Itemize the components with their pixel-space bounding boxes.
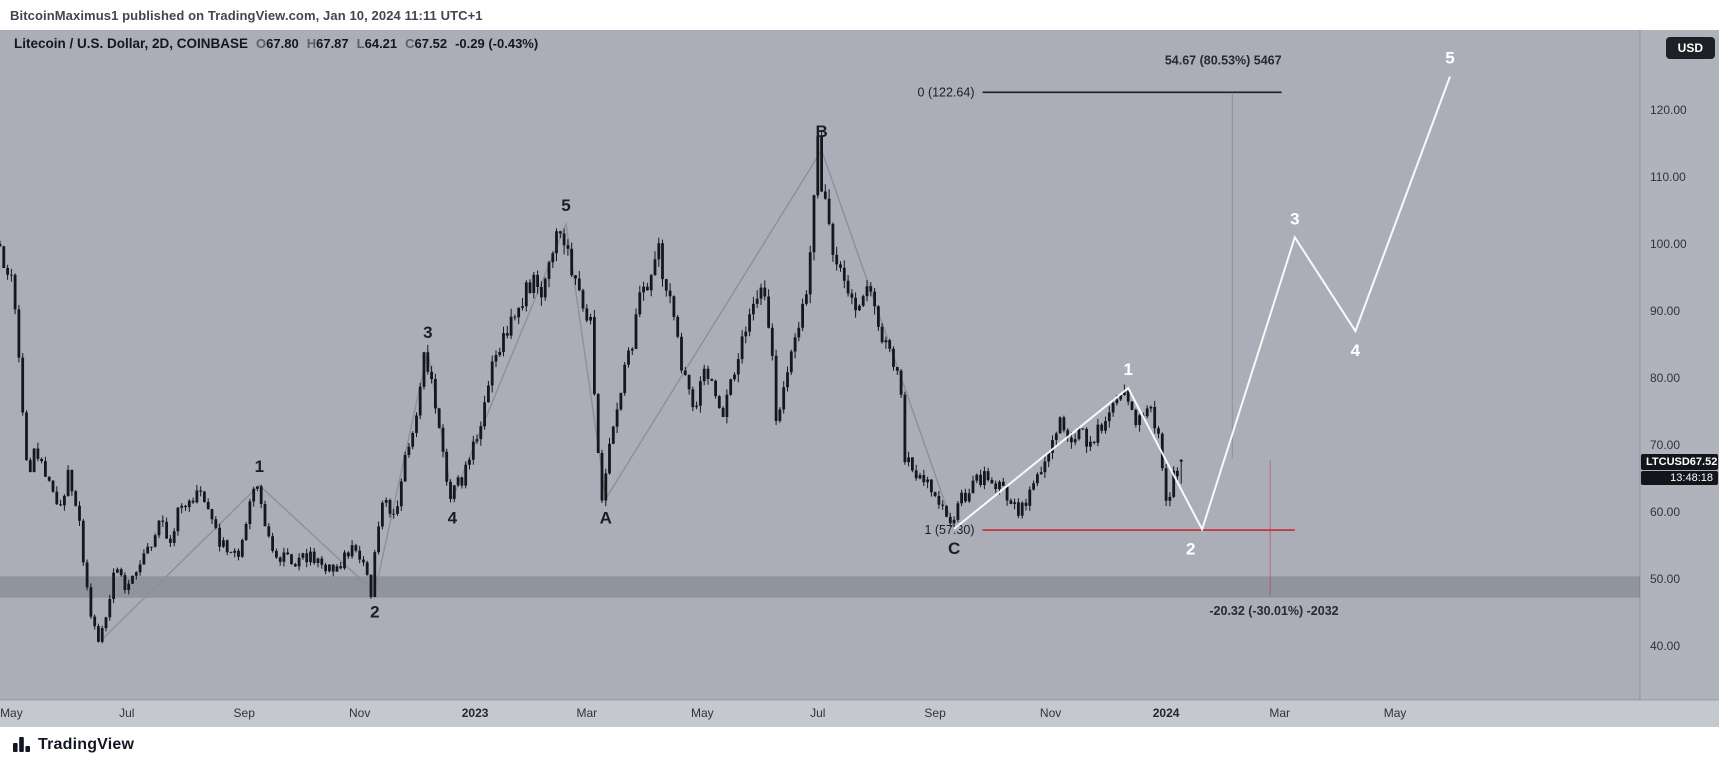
wave-label-B: B xyxy=(815,122,827,141)
price-axis-label: 40.00 xyxy=(1650,639,1680,653)
last-price-badge: LTCUSD 67.52 13:48:18 xyxy=(1641,454,1718,485)
symbol-title[interactable]: Litecoin / U.S. Dollar, 2D, COINBASE xyxy=(14,36,249,51)
tradingview-wordmark: TradingView xyxy=(38,735,135,753)
tradingview-logo[interactable]: TradingView xyxy=(12,735,134,754)
time-axis-label: Jul xyxy=(119,706,134,720)
elliott-wave-line-projected xyxy=(953,76,1451,532)
time-axis-label: 2023 xyxy=(462,706,489,720)
candle-bodies xyxy=(0,136,1183,642)
wave-label-4: 4 xyxy=(448,509,458,528)
fib-level-label-1: 1 (57.30) xyxy=(924,523,974,537)
ohlc-low: L 64.21 xyxy=(356,36,398,51)
time-axis-label: 2024 xyxy=(1153,706,1180,720)
projected-wave-label-4: 4 xyxy=(1351,341,1361,360)
support-zone-band xyxy=(0,576,1640,598)
price-axis-label: 120.00 xyxy=(1650,103,1687,117)
tradingview-logo-icon xyxy=(13,737,30,752)
price-axis-label: 70.00 xyxy=(1650,438,1680,452)
time-axis-label: Sep xyxy=(924,706,946,720)
price-chart[interactable]: 0 (122.64) 1 (57.30) 54.67 (80.53%) 5467 -2… xyxy=(0,30,1719,727)
publish-info: BitcoinMaximus1 published on TradingView… xyxy=(10,7,483,23)
projected-wave-label-5: 5 xyxy=(1445,49,1454,68)
badge-price: 67.52 xyxy=(1689,456,1718,468)
price-axis-label: 50.00 xyxy=(1650,572,1680,586)
price-range-text-1: -20.32 (-30.01%) -2032 xyxy=(1209,604,1338,618)
publish-header: BitcoinMaximus1 published on TradingView… xyxy=(0,0,1719,30)
wave-label-1: 1 xyxy=(255,457,264,476)
price-axis-label: 80.00 xyxy=(1650,371,1680,385)
projected-wave-label-3: 3 xyxy=(1290,209,1299,228)
candlestick-series xyxy=(0,126,1183,644)
price-axis-label: 110.00 xyxy=(1650,170,1686,184)
time-axis-label: Mar xyxy=(1269,706,1290,720)
wave-label-2: 2 xyxy=(370,602,379,621)
price-axis-label: 60.00 xyxy=(1650,505,1680,519)
projected-wave-label-2: 2 xyxy=(1186,539,1195,558)
ohlc-high: H 67.87 xyxy=(306,36,349,51)
chart-legend: Litecoin / U.S. Dollar, 2D, COINBASE O 67… xyxy=(14,36,538,51)
change-value: -0.29 (-0.43%) xyxy=(455,36,539,51)
time-axis-label: Sep xyxy=(234,706,256,720)
time-axis-label: May xyxy=(0,706,23,720)
chart-pane[interactable] xyxy=(0,30,1719,700)
price-axis-label: 100.00 xyxy=(1650,237,1687,251)
fib-level-label-0: 0 (122.64) xyxy=(918,85,975,99)
time-axis-label: Nov xyxy=(1040,706,1061,720)
wave-label-3: 3 xyxy=(423,323,432,342)
time-axis-label: Mar xyxy=(576,706,597,720)
wave-label-A: A xyxy=(600,509,612,528)
time-axis-label: Jul xyxy=(810,706,825,720)
time-axis-label: Nov xyxy=(349,706,370,720)
footer: TradingView xyxy=(0,727,1719,762)
time-axis-label: May xyxy=(691,706,714,720)
badge-symbol: LTCUSD xyxy=(1646,456,1690,468)
ohlc-open: O 67.80 xyxy=(256,36,299,51)
elliott-wave-line-completed xyxy=(101,148,955,640)
projected-wave-label-1: 1 xyxy=(1123,360,1132,379)
wave-label-5: 5 xyxy=(561,196,570,215)
price-axis[interactable] xyxy=(1640,30,1719,700)
currency-toggle-button[interactable]: USD xyxy=(1665,37,1715,59)
time-axis[interactable] xyxy=(0,700,1719,727)
ohlc-close: C 67.52 xyxy=(405,36,448,51)
chart-region[interactable]: 0 (122.64) 1 (57.30) 54.67 (80.53%) 5467 -2… xyxy=(0,30,1719,727)
price-range-text-0: 54.67 (80.53%) 5467 xyxy=(1165,53,1282,67)
time-axis-label: May xyxy=(1384,706,1407,720)
price-axis-label: 90.00 xyxy=(1650,304,1680,318)
bar-countdown: 13:48:18 xyxy=(1641,471,1718,485)
wave-label-C: C xyxy=(948,539,960,558)
